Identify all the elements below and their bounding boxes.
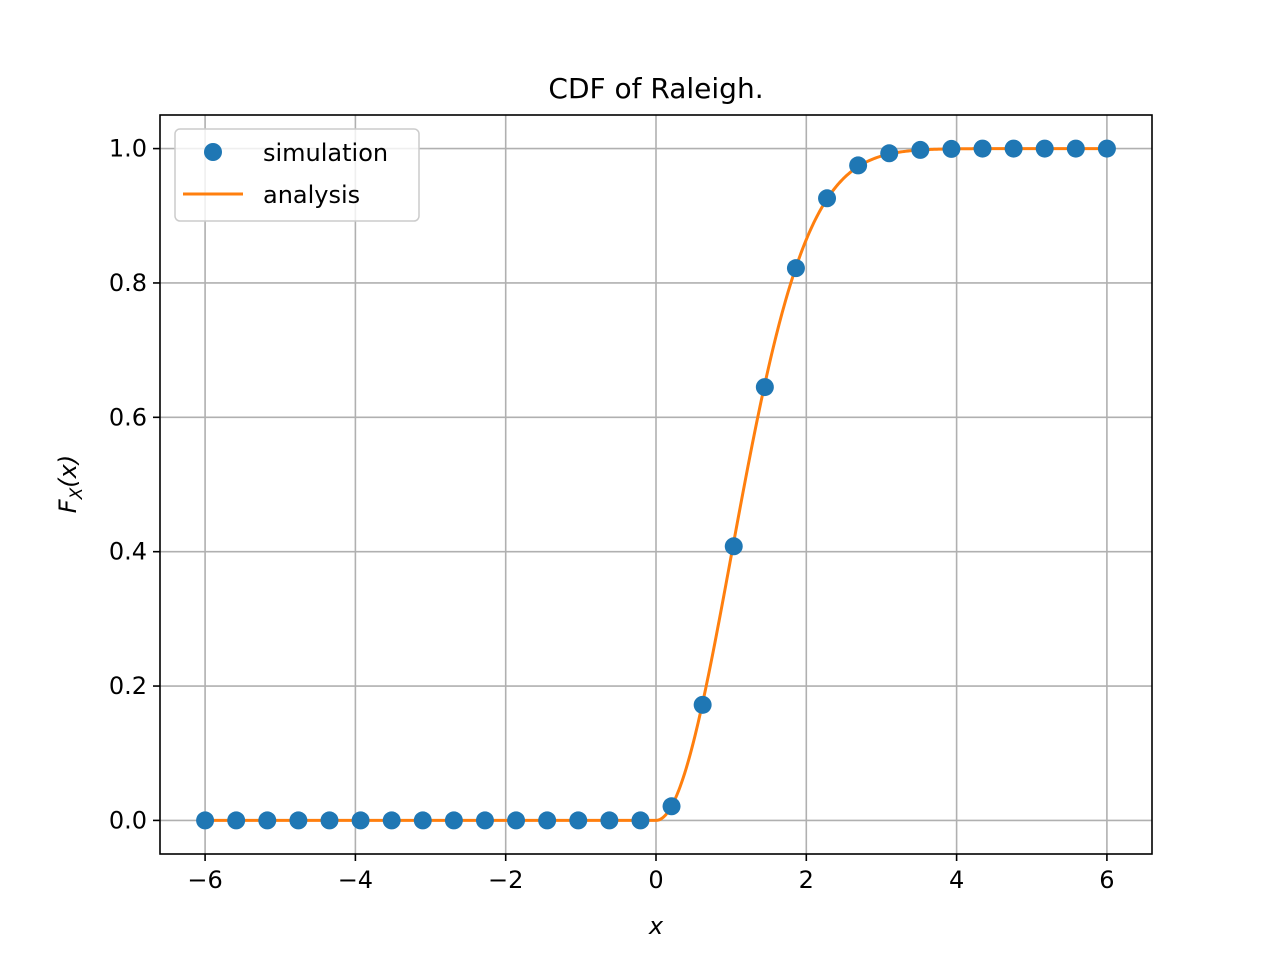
simulation-point <box>1097 139 1116 158</box>
y-tick-label: 0.6 <box>109 403 147 431</box>
chart-title: CDF of Raleigh. <box>548 72 763 105</box>
legend-box <box>174 128 420 222</box>
simulation-point <box>818 189 837 208</box>
x-tick-label: 2 <box>799 866 814 894</box>
simulation-point <box>880 144 899 163</box>
simulation-point <box>786 259 805 278</box>
simulation-point <box>382 811 401 830</box>
simulation-point <box>942 139 961 158</box>
legend: simulation analysis <box>174 128 420 222</box>
y-tick-label: 0.8 <box>109 269 147 297</box>
simulation-point <box>911 140 930 159</box>
x-tick-label: −6 <box>187 866 222 894</box>
x-tick-label: 6 <box>1099 866 1114 894</box>
x-tick-label: −4 <box>338 866 373 894</box>
simulation-point <box>289 811 308 830</box>
x-tick-label: 0 <box>648 866 663 894</box>
y-axis-label-rest: (x) <box>54 455 82 488</box>
x-axis-label: x <box>648 912 664 940</box>
simulation-point <box>973 139 992 158</box>
y-tick-label: 0.2 <box>109 672 147 700</box>
simulation-point <box>320 811 339 830</box>
simulation-point <box>755 378 774 397</box>
y-axis-label-subscript: X <box>67 487 87 500</box>
simulation-point <box>600 811 619 830</box>
simulation-point <box>693 695 712 714</box>
simulation-point <box>507 811 526 830</box>
y-tick-label: 1.0 <box>109 135 147 163</box>
simulation-point <box>849 156 868 175</box>
simulation-point <box>413 811 432 830</box>
simulation-series <box>196 139 1116 830</box>
simulation-point <box>475 811 494 830</box>
legend-label-analysis: analysis <box>263 181 360 209</box>
x-tick-label: 4 <box>949 866 964 894</box>
legend-label-simulation: simulation <box>263 139 388 167</box>
simulation-point <box>631 811 650 830</box>
simulation-point <box>351 811 370 830</box>
axis-ticks: −6 −4 −2 0 2 4 6 0.0 0.2 0.4 0.6 0.8 1.0 <box>109 135 1115 894</box>
simulation-point <box>724 537 743 556</box>
y-tick-label: 0.4 <box>109 538 147 566</box>
simulation-point <box>196 811 215 830</box>
y-tick-label: 0.0 <box>109 806 147 834</box>
simulation-point <box>444 811 463 830</box>
simulation-point <box>1035 139 1054 158</box>
simulation-point <box>258 811 277 830</box>
simulation-point <box>538 811 557 830</box>
simulation-point <box>1066 139 1085 158</box>
legend-marker-simulation <box>204 143 222 161</box>
simulation-point <box>569 811 588 830</box>
simulation-point <box>1004 139 1023 158</box>
x-tick-label: −2 <box>488 866 523 894</box>
y-axis-label: FX(x) <box>54 455 87 513</box>
simulation-point <box>227 811 246 830</box>
y-axis-label-base: F <box>54 498 82 513</box>
simulation-point <box>662 797 681 816</box>
